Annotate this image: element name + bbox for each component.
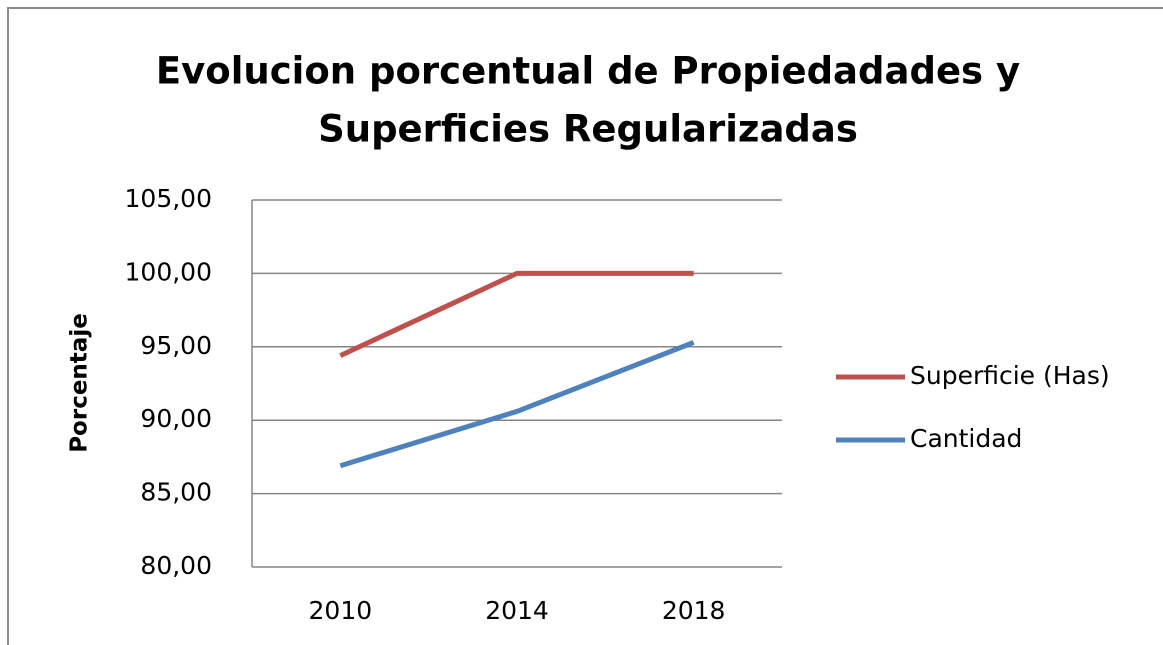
y-tick-label: 95,00 bbox=[140, 331, 212, 360]
y-tick-label: 90,00 bbox=[140, 404, 212, 433]
y-axis-label: Porcentaje bbox=[67, 313, 93, 453]
chart-frame bbox=[7, 7, 1163, 645]
legend-label: Cantidad bbox=[910, 424, 1022, 453]
x-tick-label: 2010 bbox=[309, 596, 373, 625]
chart-title: Evolucion porcentual de Propiedadades y bbox=[156, 50, 1020, 93]
legend-label: Superficie (Has) bbox=[910, 361, 1110, 390]
series-line bbox=[339, 270, 694, 358]
y-tick-label: 100,00 bbox=[125, 257, 212, 286]
y-tick-label: 85,00 bbox=[140, 478, 212, 507]
x-tick-label: 2018 bbox=[662, 596, 726, 625]
y-tick-label: 105,00 bbox=[125, 184, 212, 213]
x-tick-label: 2014 bbox=[485, 596, 549, 625]
chart-title: Superficies Regularizadas bbox=[318, 108, 858, 151]
y-tick-label: 80,00 bbox=[140, 551, 212, 580]
series-line bbox=[339, 340, 695, 469]
